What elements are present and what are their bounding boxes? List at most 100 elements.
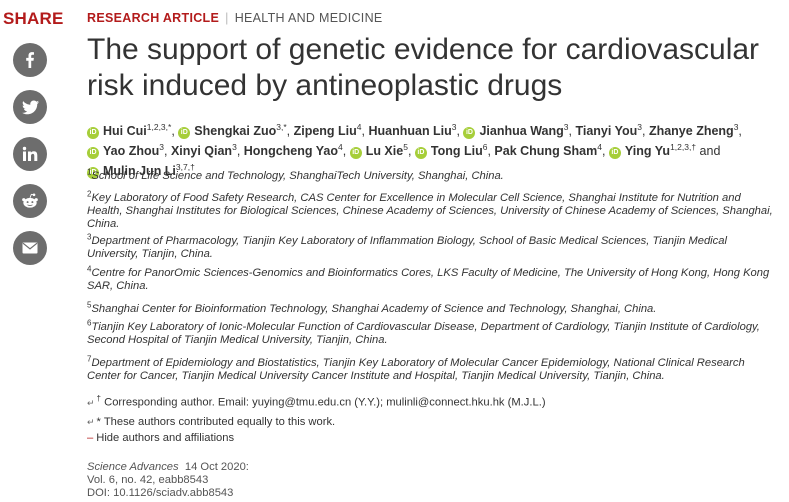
affiliation-item: 6Tianjin Key Laboratory of Ionic-Molecul… [87, 318, 777, 347]
corresponding-label: Corresponding author. Email: [104, 396, 250, 409]
author-affiliation-marker: 1,2,3,* [146, 121, 172, 132]
equal-contribution-text: These authors contributed equally to thi… [103, 416, 336, 428]
collapse-minus-icon: – [87, 432, 94, 444]
author-affiliation-marker: 6 [482, 141, 488, 152]
author-name[interactable]: Tianyi You [575, 124, 638, 138]
orcid-icon[interactable]: iD [463, 127, 476, 139]
author-list: iD Hui Cui1,2,3,*, iD Shengkai Zuo3,*, Zip… [87, 121, 782, 181]
citation-journal-line: Science Advances 14 Oct 2020: [87, 461, 249, 474]
affiliation-item: 5Shanghai Center for Bioinformation Tech… [87, 300, 777, 316]
affiliation-text: School of Life Science and Technology, S… [91, 170, 504, 182]
affiliation-number: 6 [87, 318, 92, 328]
orcid-icon[interactable]: iD [87, 127, 99, 139]
author-item: iD Shengkai Zuo3,* [178, 121, 287, 139]
affiliation-number: 1 [87, 167, 92, 177]
affiliation-text: Tianjin Key Laboratory of Ionic-Molecula… [87, 321, 760, 346]
author-affiliation-marker: 3,7,† [175, 161, 195, 172]
publication-date: 14 Oct 2020: [184, 461, 249, 473]
citation-volume: Vol. 6, no. 42, eabb8543 [87, 474, 209, 486]
affiliation-item: 4Centre for PanorOmic Sciences-Genomics … [87, 265, 777, 293]
email-link-yuying[interactable]: yuying@tmu.edu.cn [252, 396, 352, 409]
affiliation-number: 2 [87, 189, 92, 199]
affiliation-item: 7Department of Epidemiology and Biostati… [87, 354, 777, 383]
author-item: Huanhuan Liu3 [368, 123, 456, 138]
linkedin-icon [22, 146, 38, 161]
author-item: iD Lu Xie5 [349, 141, 408, 159]
author-connector: and [699, 144, 721, 158]
author-item: iD Mulin Jun Li3,7,† [87, 161, 195, 179]
twitter-icon [21, 99, 39, 114]
author-name[interactable]: Tong Liu [430, 144, 483, 158]
orcid-icon[interactable]: iD [414, 147, 427, 159]
author-item: iD Hui Cui1,2,3,* [87, 121, 172, 139]
affiliation-item: 3Department of Pharmacology, Tianjin Key… [87, 232, 777, 261]
orcid-icon[interactable]: iD [87, 167, 99, 179]
author-item: iD Yao Zhou3 [87, 143, 164, 159]
affiliation-text: Department of Pharmacology, Tianjin Key … [87, 235, 727, 260]
kicker-divider: | [225, 11, 229, 25]
author-name[interactable]: Zipeng Liu [293, 124, 357, 138]
dagger-symbol: † [96, 394, 101, 403]
author-name[interactable]: Hui Cui [103, 124, 147, 138]
facebook-icon [26, 52, 34, 68]
author-name[interactable]: Ying Yu [624, 144, 671, 158]
email-share-button[interactable] [13, 231, 47, 265]
corresponding-author-note: ↵ † Corresponding author. Email: yuying@t… [87, 394, 546, 409]
return-arrow-icon[interactable]: ↵ [87, 397, 95, 408]
author-item: Hongcheng Yao4 [243, 141, 343, 158]
author-name[interactable]: Mulin Jun Li [103, 164, 176, 178]
equal-contribution-note: ↵ * These authors contributed equally to … [87, 416, 335, 428]
affiliation-number: 3 [87, 232, 92, 242]
author-affiliation-marker: 3 [563, 121, 569, 132]
author-item: iD Ying Yu1,2,3,† [608, 141, 697, 159]
affiliation-text: Centre for PanorOmic Sciences-Genomics a… [87, 267, 770, 292]
author-item: Zipeng Liu4 [293, 123, 362, 138]
citation-doi: DOI: 10.1126/sciadv.abb8543 [87, 487, 234, 499]
article-title: The support of genetic evidence for card… [87, 33, 760, 102]
author-name[interactable]: Yao Zhou [103, 144, 160, 158]
author-item: Pak Chung Sham4 [494, 141, 602, 158]
author-affiliation-marker: 1,2,3,† [670, 141, 697, 152]
email-link-mulinli[interactable]: mulinli@connect.hku.hk [386, 396, 505, 409]
twitter-share-button[interactable] [13, 90, 47, 124]
author-name[interactable]: Shengkai Zuo [194, 124, 277, 138]
author-affiliation-marker: 5 [403, 141, 408, 152]
hide-authors-toggle[interactable]: – Hide authors and affiliations [87, 432, 234, 444]
asterisk-symbol: * [96, 416, 101, 428]
author-affiliation-marker: 4 [597, 141, 602, 152]
author-name[interactable]: Pak Chung Sham [494, 144, 598, 158]
author-item: Zhanye Zheng3 [648, 121, 739, 138]
article-type-link[interactable]: RESEARCH ARTICLE [87, 11, 220, 25]
linkedin-share-button[interactable] [13, 137, 47, 171]
author-name[interactable]: Hongcheng Yao [243, 144, 338, 158]
affiliation-item: 1School of Life Science and Technology, … [87, 167, 777, 183]
author-name[interactable]: Jianhua Wang [479, 124, 564, 138]
author-name[interactable]: Zhanye Zheng [648, 124, 734, 138]
author-affiliation-marker: 4 [338, 141, 343, 152]
hide-authors-label: Hide authors and affiliations [96, 432, 235, 444]
orcid-icon[interactable]: iD [87, 147, 99, 159]
return-arrow-icon[interactable]: ↵ [87, 417, 95, 427]
author-affiliation-marker: 3 [733, 121, 739, 132]
affiliation-number: 7 [87, 354, 92, 364]
author-affiliation-marker: 3,* [276, 121, 287, 132]
affiliation-number: 5 [87, 300, 92, 310]
affiliation-item: 2Key Laboratory of Food Safety Research,… [87, 189, 777, 231]
author-affiliation-marker: 3 [637, 121, 642, 132]
affiliation-text: Key Laboratory of Food Safety Research, … [87, 192, 773, 230]
facebook-share-button[interactable] [13, 43, 47, 77]
corresponding-initials-2: (M.J.L.) [507, 396, 546, 409]
citation-block: Science Advances 14 Oct 2020: Vol. 6, no… [87, 461, 249, 500]
affiliation-text: Department of Epidemiology and Biostatis… [87, 357, 745, 382]
author-name[interactable]: Lu Xie [365, 144, 404, 158]
reddit-icon [22, 193, 38, 208]
author-item: iD Jianhua Wang3 [463, 121, 569, 139]
author-name[interactable]: Huanhuan Liu [368, 124, 452, 138]
orcid-icon[interactable]: iD [178, 127, 191, 139]
orcid-icon[interactable]: iD [349, 147, 362, 159]
author-name[interactable]: Xinyi Qian [170, 144, 233, 158]
article-section-link[interactable]: HEALTH AND MEDICINE [234, 11, 383, 25]
orcid-icon[interactable]: iD [608, 147, 621, 159]
author-item: Tianyi You3 [575, 121, 642, 138]
reddit-share-button[interactable] [13, 184, 47, 218]
